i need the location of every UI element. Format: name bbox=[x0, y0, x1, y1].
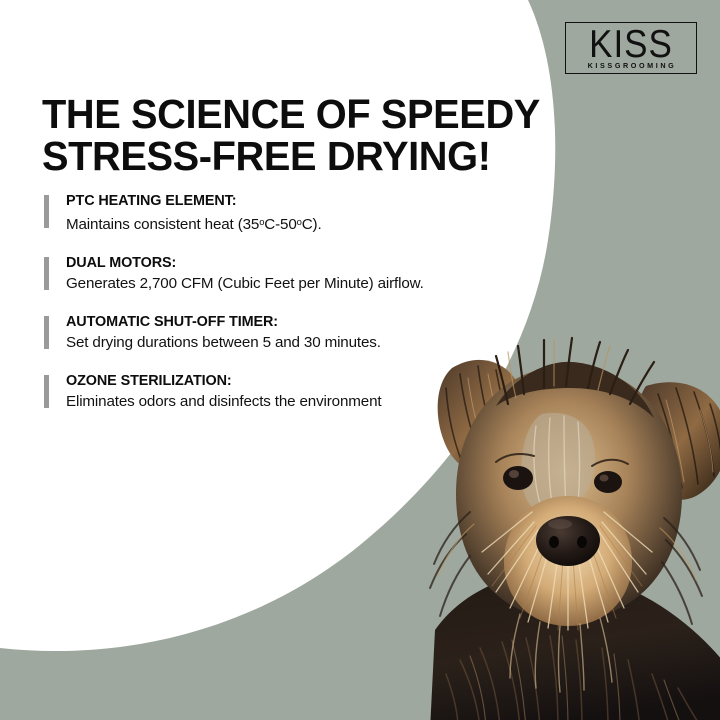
accent-bar-icon bbox=[44, 195, 49, 228]
feature-item-dual-motors: DUAL MOTORS: Generates 2,700 CFM (Cubic … bbox=[42, 254, 512, 293]
nostril-left bbox=[549, 536, 559, 548]
nostril-right bbox=[577, 536, 587, 548]
degree-symbol-1: o bbox=[259, 216, 265, 227]
feature-list: PTC HEATING ELEMENT: Maintains consisten… bbox=[42, 192, 512, 411]
eye-right-glint bbox=[599, 474, 609, 482]
accent-bar-icon bbox=[44, 316, 49, 350]
puppy-eye-left bbox=[503, 466, 533, 490]
feature-item-ptc-heating-element: PTC HEATING ELEMENT: Maintains consisten… bbox=[42, 192, 512, 234]
head-crown bbox=[496, 361, 654, 418]
feature-title: OZONE STERILIZATION: bbox=[66, 373, 232, 390]
puppy-photo bbox=[429, 336, 720, 720]
crown-spikes bbox=[494, 336, 656, 406]
feature-description: Set drying durations between 5 and 30 mi… bbox=[66, 334, 381, 352]
logo-wordmark: KISS bbox=[589, 22, 673, 67]
page-title: THE SCIENCE OF SPEEDY STRESS-FREE DRYING… bbox=[42, 91, 540, 180]
desc-part-1: Maintains consistent heat (35 bbox=[66, 216, 260, 234]
accent-bar-icon bbox=[44, 257, 49, 291]
feature-description: Generates 2,700 CFM (Cubic Feet per Minu… bbox=[66, 275, 424, 293]
eye-left-glint bbox=[509, 470, 519, 478]
logo-subtitle: KISSGROOMING bbox=[587, 61, 677, 70]
puppy-eye-right bbox=[594, 471, 622, 493]
accent-bar-icon bbox=[44, 375, 49, 409]
brand-logo[interactable]: KISS KISSGROOMING bbox=[565, 22, 697, 74]
feature-title: PTC HEATING ELEMENT: bbox=[66, 193, 237, 209]
degree-symbol-2: o bbox=[296, 216, 302, 227]
desc-part-2: C-50 bbox=[264, 216, 297, 234]
white-curved-panel bbox=[0, 0, 556, 652]
forehead-blaze bbox=[521, 412, 596, 517]
feature-item-automatic-shut-off-timer: AUTOMATIC SHUT-OFF TIMER: Set drying dur… bbox=[42, 313, 512, 352]
feature-title: AUTOMATIC SHUT-OFF TIMER: bbox=[66, 314, 279, 331]
nose-highlight bbox=[548, 519, 572, 529]
chin-fluff bbox=[509, 613, 613, 693]
desc-part-3: C). bbox=[301, 216, 322, 234]
body-fur-highlights bbox=[469, 635, 680, 720]
puppy-body bbox=[430, 570, 720, 720]
feature-description: Eliminates odors and disinfects the envi… bbox=[66, 393, 382, 411]
feature-title: DUAL MOTORS: bbox=[66, 255, 177, 272]
feature-description: Maintains consistent heat (35oC-50oC). bbox=[66, 212, 512, 234]
cheek-fur bbox=[429, 511, 703, 625]
brow-fur bbox=[495, 453, 629, 467]
feature-item-ozone-sterilization: OZONE STERILIZATION: Eliminates odors an… bbox=[42, 372, 512, 411]
puppy-nose bbox=[536, 516, 600, 566]
